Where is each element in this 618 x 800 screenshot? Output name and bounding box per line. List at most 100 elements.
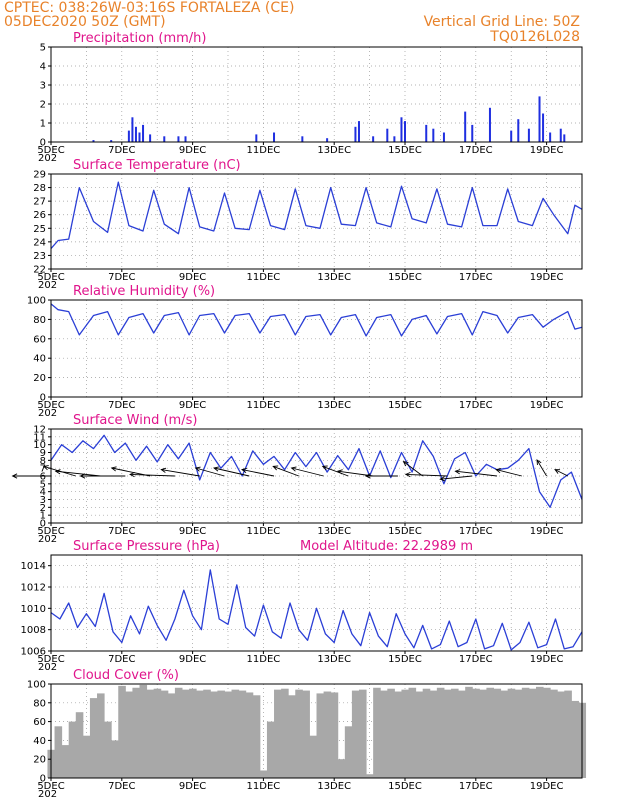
panel-pressure: 1006 1008 1010 1012 1014 5DEC 7DEC 9DEC 11DEC 13D…	[21, 539, 583, 673]
y-tick-label: 6	[40, 472, 46, 483]
y-tick-label: 5	[40, 479, 46, 490]
precip-bar	[92, 140, 95, 142]
wind-arrow	[54, 469, 101, 477]
cloud-cover-bar	[146, 689, 155, 778]
x-tick-label: 17DEC	[459, 145, 493, 156]
precip-bar	[131, 117, 134, 142]
y-tick-label: 11	[33, 432, 46, 443]
x-tick-label: 15DEC	[388, 654, 422, 665]
cloud-cover-bar	[274, 689, 282, 778]
y-tick-label: 20	[33, 755, 46, 766]
x-tick-label: 19DEC	[530, 272, 564, 283]
precip-bar	[488, 107, 491, 142]
cloud-cover-bar	[344, 726, 353, 778]
y-tick-label: 4	[40, 62, 46, 73]
cloud-cover-bar	[231, 689, 240, 778]
cloud-cover-bar	[82, 735, 91, 778]
y-tick-label: 60	[33, 334, 46, 345]
cloud-cover-bar	[125, 691, 133, 778]
y-tick-label: 1008	[21, 625, 46, 636]
series-line-humidity	[50, 303, 583, 337]
cloud-cover-bar	[174, 687, 183, 778]
y-tick-label: 0	[40, 519, 46, 530]
wind-arrow	[321, 465, 349, 477]
header-model-code: TQ0126L028	[490, 29, 580, 45]
cloud-cover-bar	[500, 690, 509, 778]
cloud-cover-bar	[203, 689, 211, 778]
precip-bar	[255, 134, 258, 142]
x-tick-label: 11DEC	[247, 526, 281, 537]
y-tick-label: 24	[33, 237, 46, 248]
cloud-cover-bar	[217, 690, 225, 778]
cloud-cover-bar	[160, 690, 169, 778]
precip-bar	[549, 132, 552, 142]
y-tick-label: 20	[33, 373, 46, 384]
precip-bar	[273, 132, 276, 142]
wind-arrow	[439, 475, 473, 482]
cloud-cover-bar	[238, 690, 247, 778]
precip-bar	[354, 126, 357, 142]
cloud-cover-bar	[104, 721, 112, 778]
cloud-cover-bar	[61, 745, 70, 778]
wind-arrow	[11, 473, 51, 479]
panel-precipitation: 0 1 2 3 4 5 5DEC 7DEC 9DEC 11DEC 13DEC 15DEC 17DEC 19…	[37, 31, 583, 164]
y-tick-label: 12	[33, 425, 46, 436]
x-tick-label: 17DEC	[459, 272, 493, 283]
panel-title-pressure: Surface Pressure (hPa)	[73, 539, 220, 554]
wind-arrow	[272, 465, 299, 477]
precip-bar	[393, 136, 396, 142]
cloud-cover-bar	[167, 693, 176, 778]
x-tick-label: 15DEC	[388, 145, 422, 156]
wind-arrow	[536, 459, 547, 477]
cloud-cover-bar	[408, 687, 417, 778]
y-tick-label: 1014	[21, 561, 46, 572]
x-tick-label: 5DEC	[37, 526, 64, 537]
cloud-cover-bar	[288, 695, 296, 778]
x-tick-label: 9DEC	[179, 145, 206, 156]
precip-bar	[538, 96, 541, 142]
y-tick-label: 22	[33, 265, 46, 276]
cloud-cover-bar	[380, 690, 388, 778]
cloud-cover-bar	[514, 689, 523, 778]
cloud-cover-bar	[415, 691, 424, 778]
x-tick-label: 9DEC	[179, 654, 206, 665]
cloud-cover-bar	[493, 688, 502, 778]
precip-bar	[372, 136, 375, 142]
cloud-cover-bar	[302, 690, 310, 778]
x-tick-label: 9DEC	[179, 272, 206, 283]
cloud-cover-bar	[507, 688, 516, 778]
x-tick-label: 5DEC	[37, 400, 64, 411]
year-fragment-label: 202	[38, 789, 57, 800]
cloud-cover-bar	[309, 735, 317, 778]
x-tick-label: 13DEC	[317, 400, 351, 411]
cloud-cover-bar	[458, 690, 466, 778]
x-tick-label: 15DEC	[388, 526, 422, 537]
y-tick-label: 29	[33, 170, 46, 181]
cloud-cover-bar	[351, 690, 360, 778]
x-tick-label: 5DEC	[37, 272, 64, 283]
x-tick-label: 19DEC	[530, 781, 564, 792]
header-grid-note: Vertical Grid Line: 50Z	[423, 14, 580, 30]
cloud-cover-bar	[259, 770, 268, 778]
cloud-cover-bar	[550, 689, 558, 778]
cloud-cover-bar	[472, 688, 480, 778]
x-tick-label: 7DEC	[108, 781, 135, 792]
y-tick-label: 3	[40, 495, 46, 506]
cloud-cover-bar	[153, 688, 162, 778]
cloud-cover-bar	[557, 691, 565, 778]
cloud-cover-bar	[486, 687, 494, 778]
y-tick-label: 1	[40, 119, 46, 130]
x-tick-label: 17DEC	[459, 781, 493, 792]
cloud-cover-bar	[366, 774, 374, 778]
cloud-cover-bar	[373, 687, 381, 778]
cloud-cover-bar	[436, 687, 445, 778]
cloud-cover-bar	[316, 693, 325, 778]
precip-bar	[127, 130, 130, 142]
y-tick-label: 80	[33, 315, 46, 326]
x-tick-label: 7DEC	[108, 526, 135, 537]
x-tick-label: 17DEC	[459, 400, 493, 411]
cloud-cover-bar	[535, 686, 544, 778]
x-tick-label: 9DEC	[179, 781, 206, 792]
precip-bar	[301, 136, 304, 142]
